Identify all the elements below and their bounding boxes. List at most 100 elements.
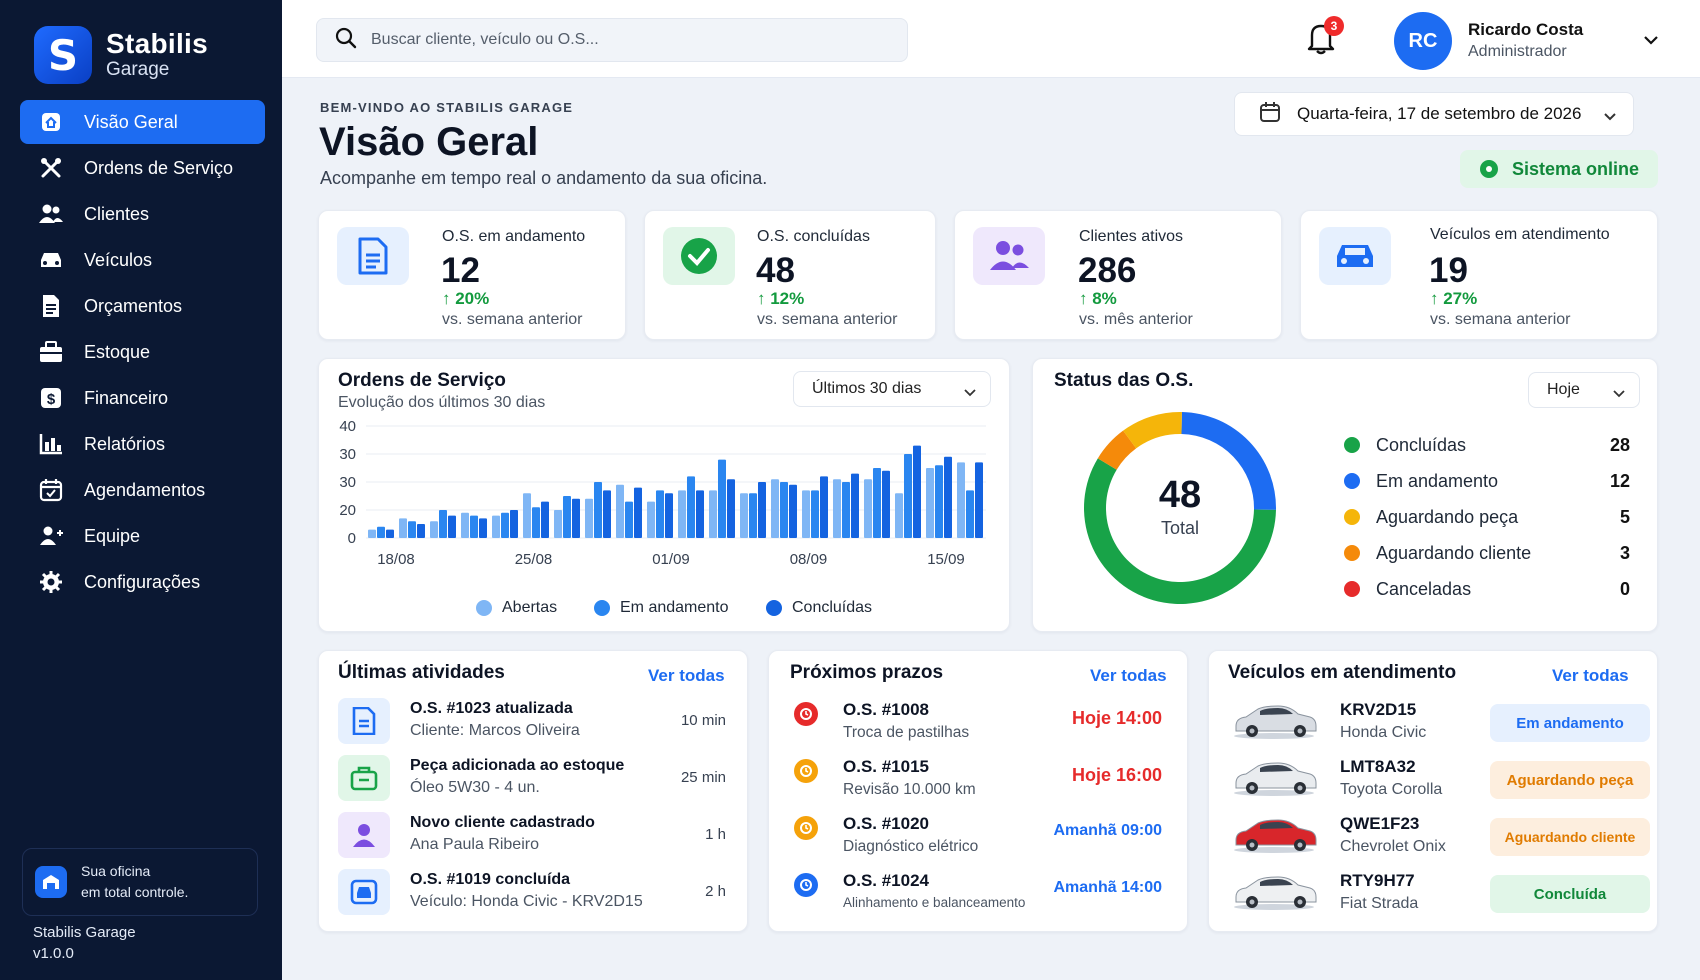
bar-concluídas[interactable] (944, 456, 952, 538)
vehicle-plate[interactable]: KRV2D15 (1340, 700, 1417, 719)
bar-em-andamento[interactable] (439, 510, 447, 538)
deadline-title[interactable]: O.S. #1008 (843, 700, 930, 719)
bar-em-andamento[interactable] (749, 493, 757, 538)
bar-em-andamento[interactable] (377, 526, 385, 538)
logo[interactable]: S Stabilis Garage (34, 26, 208, 84)
activity-title[interactable]: O.S. #1023 atualizada (410, 700, 573, 717)
activity-title[interactable]: Peça adicionada ao estoque (410, 757, 625, 774)
vehicle-plate[interactable]: LMT8A32 (1340, 757, 1416, 776)
deadlines-view-all-link[interactable]: Ver todas (1090, 666, 1167, 685)
bar-concluídas[interactable] (820, 476, 828, 538)
bar-abertas[interactable] (461, 512, 469, 538)
bar-concluídas[interactable] (634, 487, 642, 538)
bar-em-andamento[interactable] (935, 465, 943, 538)
sidebar-item-ordens-de-servico[interactable]: Ordens de Serviço (20, 146, 265, 190)
bar-concluídas[interactable] (386, 529, 394, 538)
bar-concluídas[interactable] (851, 473, 859, 538)
bar-em-andamento[interactable] (470, 515, 478, 538)
chevron-down-icon[interactable] (1643, 32, 1659, 50)
bar-abertas[interactable] (647, 501, 655, 538)
bar-concluídas[interactable] (510, 510, 518, 538)
bar-concluídas[interactable] (479, 518, 487, 538)
bar-abertas[interactable] (523, 493, 531, 538)
donut-slice-aguardando-cliente[interactable] (1097, 430, 1137, 470)
donut-slice-concluídas[interactable] (1084, 458, 1276, 604)
bar-concluídas[interactable] (541, 501, 549, 538)
bar-em-andamento[interactable] (966, 490, 974, 538)
sidebar-item-relatorios[interactable]: Relatórios (20, 422, 265, 466)
bar-em-andamento[interactable] (904, 454, 912, 538)
deadline-title[interactable]: O.S. #1015 (843, 757, 930, 776)
user-menu[interactable]: RC Ricardo Costa Administrador (1394, 12, 1659, 70)
bar-em-andamento[interactable] (780, 482, 788, 538)
bar-concluídas[interactable] (727, 479, 735, 538)
bar-abertas[interactable] (399, 518, 407, 538)
bar-abertas[interactable] (430, 521, 438, 538)
activities-view-all-link[interactable]: Ver todas (648, 666, 725, 685)
vehicle-status-badge[interactable]: Aguardando peça (1490, 761, 1650, 799)
activity-title[interactable]: O.S. #1019 concluída (410, 871, 571, 888)
kpi-card-veiculos-atendimento[interactable]: Veículos em atendimento 19 ↑ 27% vs. sem… (1300, 210, 1658, 340)
vehicle-status-badge[interactable]: Concluída (1490, 875, 1650, 913)
orders-period-select[interactable]: Últimos 30 dias (793, 371, 991, 407)
bar-abertas[interactable] (771, 479, 779, 538)
bar-concluídas[interactable] (417, 524, 425, 538)
sidebar-item-financeiro[interactable]: $ Financeiro (20, 376, 265, 420)
bar-em-andamento[interactable] (842, 482, 850, 538)
bar-abertas[interactable] (616, 484, 624, 538)
bar-em-andamento[interactable] (408, 521, 416, 538)
sidebar-item-agendamentos[interactable]: Agendamentos (20, 468, 265, 512)
bar-abertas[interactable] (864, 479, 872, 538)
search-input[interactable] (371, 31, 891, 49)
bar-concluídas[interactable] (665, 493, 673, 538)
activity-title[interactable]: Novo cliente cadastrado (410, 814, 595, 831)
sidebar-item-orcamentos[interactable]: Orçamentos (20, 284, 265, 328)
donut-slice-aguardando-peça[interactable] (1123, 412, 1182, 449)
bar-abertas[interactable] (554, 510, 562, 538)
vehicle-status-badge[interactable]: Aguardando cliente (1490, 818, 1650, 856)
sidebar-item-veiculos[interactable]: Veículos (20, 238, 265, 282)
bar-concluídas[interactable] (789, 484, 797, 538)
bar-em-andamento[interactable] (873, 468, 881, 538)
deadline-title[interactable]: O.S. #1024 (843, 871, 930, 890)
bar-abertas[interactable] (802, 490, 810, 538)
bar-abertas[interactable] (833, 479, 841, 538)
bar-em-andamento[interactable] (594, 482, 602, 538)
donut-slice-em-andamento[interactable] (1181, 412, 1276, 510)
sidebar-item-clientes[interactable]: Clientes (20, 192, 265, 236)
kpi-card-clientes-ativos[interactable]: Clientes ativos 286 ↑ 8% vs. mês anterio… (954, 210, 1282, 340)
bar-em-andamento[interactable] (718, 459, 726, 538)
bar-em-andamento[interactable] (656, 490, 664, 538)
sidebar-item-configuracoes[interactable]: Configurações (20, 560, 265, 604)
bar-abertas[interactable] (492, 515, 500, 538)
deadline-title[interactable]: O.S. #1020 (843, 814, 930, 833)
bar-em-andamento[interactable] (563, 496, 571, 538)
bar-abertas[interactable] (709, 490, 717, 538)
bar-em-andamento[interactable] (532, 507, 540, 538)
bar-concluídas[interactable] (758, 482, 766, 538)
bar-em-andamento[interactable] (501, 512, 509, 538)
bar-abertas[interactable] (678, 490, 686, 538)
bar-abertas[interactable] (957, 462, 965, 538)
status-period-select[interactable]: Hoje (1528, 372, 1640, 408)
notifications-button[interactable]: 3 (1304, 16, 1344, 60)
bar-abertas[interactable] (926, 468, 934, 538)
bar-concluídas[interactable] (603, 490, 611, 538)
bar-abertas[interactable] (585, 498, 593, 538)
bar-concluídas[interactable] (572, 498, 580, 538)
bar-em-andamento[interactable] (811, 490, 819, 538)
vehicle-plate[interactable]: RTY9H77 (1340, 871, 1415, 890)
bar-concluídas[interactable] (696, 490, 704, 538)
sidebar-item-estoque[interactable]: Estoque (20, 330, 265, 374)
bar-concluídas[interactable] (975, 462, 983, 538)
sidebar-item-visao-geral[interactable]: Visão Geral (20, 100, 265, 144)
kpi-card-os-concluidas[interactable]: O.S. concluídas 48 ↑ 12% vs. semana ante… (644, 210, 936, 340)
bar-abertas[interactable] (895, 493, 903, 538)
date-picker[interactable]: Quarta-feira, 17 de setembro de 2026 (1234, 92, 1634, 136)
bar-concluídas[interactable] (913, 445, 921, 538)
sidebar-item-equipe[interactable]: Equipe (20, 514, 265, 558)
vehicles-view-all-link[interactable]: Ver todas (1552, 666, 1629, 685)
bar-abertas[interactable] (740, 493, 748, 538)
vehicle-status-badge[interactable]: Em andamento (1490, 704, 1650, 742)
bar-abertas[interactable] (368, 529, 376, 538)
